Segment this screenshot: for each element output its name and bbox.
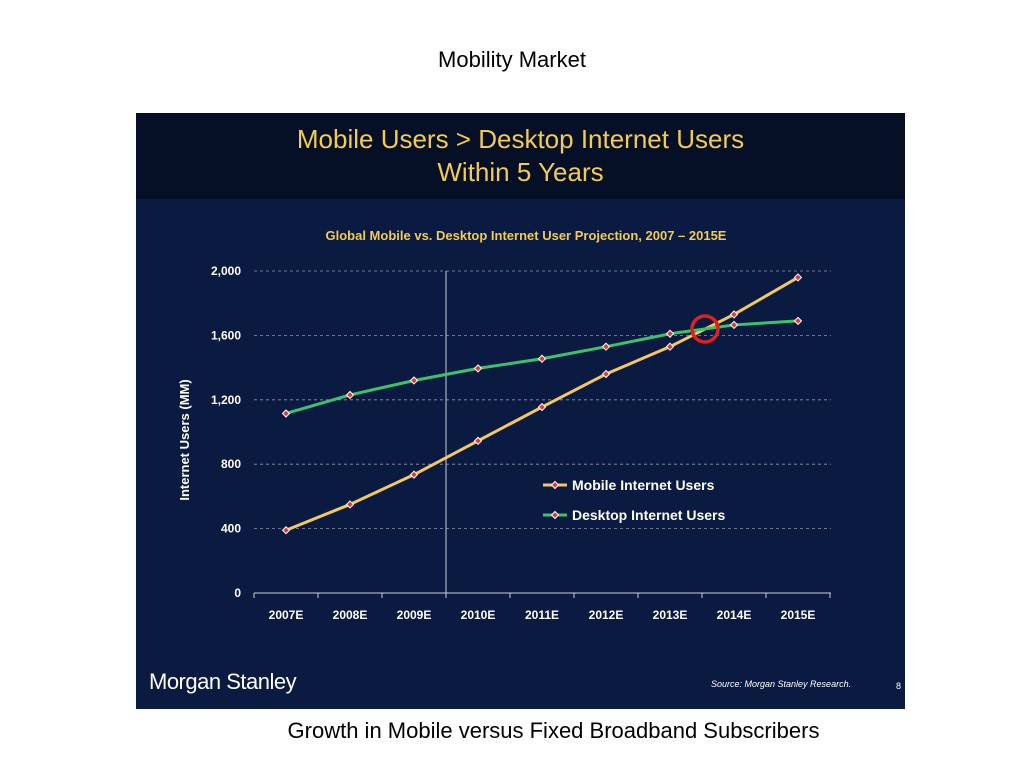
- desktop-series-point: [601, 342, 611, 351]
- x-tick-label: 2007E: [269, 608, 304, 622]
- y-tick-label: 1,600: [211, 328, 241, 342]
- desktop-series-point: [409, 376, 419, 385]
- morgan-stanley-logo: Morgan Stanley: [149, 669, 297, 694]
- legend-label: Mobile Internet Users: [572, 477, 715, 493]
- page-title: Mobility Market: [438, 47, 586, 72]
- y-tick-label: 1,200: [211, 393, 241, 407]
- x-tick-label: 2015E: [781, 608, 816, 622]
- legend-label: Desktop Internet Users: [572, 507, 725, 523]
- desktop-series-point: [793, 316, 803, 326]
- crossover-marker: [690, 314, 720, 344]
- y-tick-label: 400: [221, 522, 241, 536]
- chart-title: Global Mobile vs. Desktop Internet User …: [326, 228, 727, 243]
- y-tick-label: 800: [221, 457, 241, 471]
- page-caption: Growth in Mobile versus Fixed Broadband …: [287, 718, 820, 743]
- mobile-series-point: [729, 310, 739, 319]
- x-tick-label: 2009E: [397, 608, 432, 622]
- y-axis-label: Internet Users (MM): [177, 379, 192, 500]
- desktop-series-point: [537, 354, 547, 363]
- headline-line-1: Mobile Users > Desktop Internet Users: [296, 124, 745, 154]
- mobile-series-point: [345, 500, 355, 509]
- x-tick-label: 2010E: [461, 608, 496, 622]
- desktop-series-point: [345, 390, 355, 400]
- desktop-series-point: [473, 364, 483, 373]
- mobile-series-point: [409, 470, 419, 479]
- mobile-series-point: [665, 342, 675, 351]
- desktop-series-point: [729, 320, 739, 330]
- y-tick-label: 0: [234, 586, 241, 600]
- mobile-series-point: [601, 369, 611, 379]
- chart-slide: Mobile Users > Desktop Internet Users Wi…: [136, 113, 905, 709]
- desktop-series-point: [665, 329, 675, 338]
- x-tick-label: 2008E: [333, 608, 368, 622]
- x-tick-label: 2013E: [653, 608, 688, 622]
- source-note: Source: Morgan Stanley Research.: [711, 679, 852, 689]
- slide-header: Mobile Users > Desktop Internet Users Wi…: [136, 113, 905, 199]
- mobile-series-point: [537, 402, 547, 412]
- mobile-series-point: [281, 526, 291, 535]
- slide-headline: Mobile Users > Desktop Internet Users Wi…: [136, 123, 905, 189]
- mobile-series-point: [793, 273, 803, 282]
- slide-page-number: 8: [896, 681, 902, 691]
- y-tick-label: 2,000: [211, 264, 241, 278]
- x-tick-label: 2012E: [589, 608, 624, 622]
- legend-marker: [550, 510, 560, 520]
- x-tick-label: 2014E: [717, 608, 752, 622]
- x-tick-label: 2011E: [525, 608, 559, 622]
- mobile-series-point: [473, 436, 483, 446]
- desktop-series-point: [281, 409, 291, 418]
- line-chart: Global Mobile vs. Desktop Internet User …: [177, 228, 831, 622]
- legend-marker: [550, 480, 560, 490]
- headline-line-2: Within 5 Years: [437, 157, 604, 187]
